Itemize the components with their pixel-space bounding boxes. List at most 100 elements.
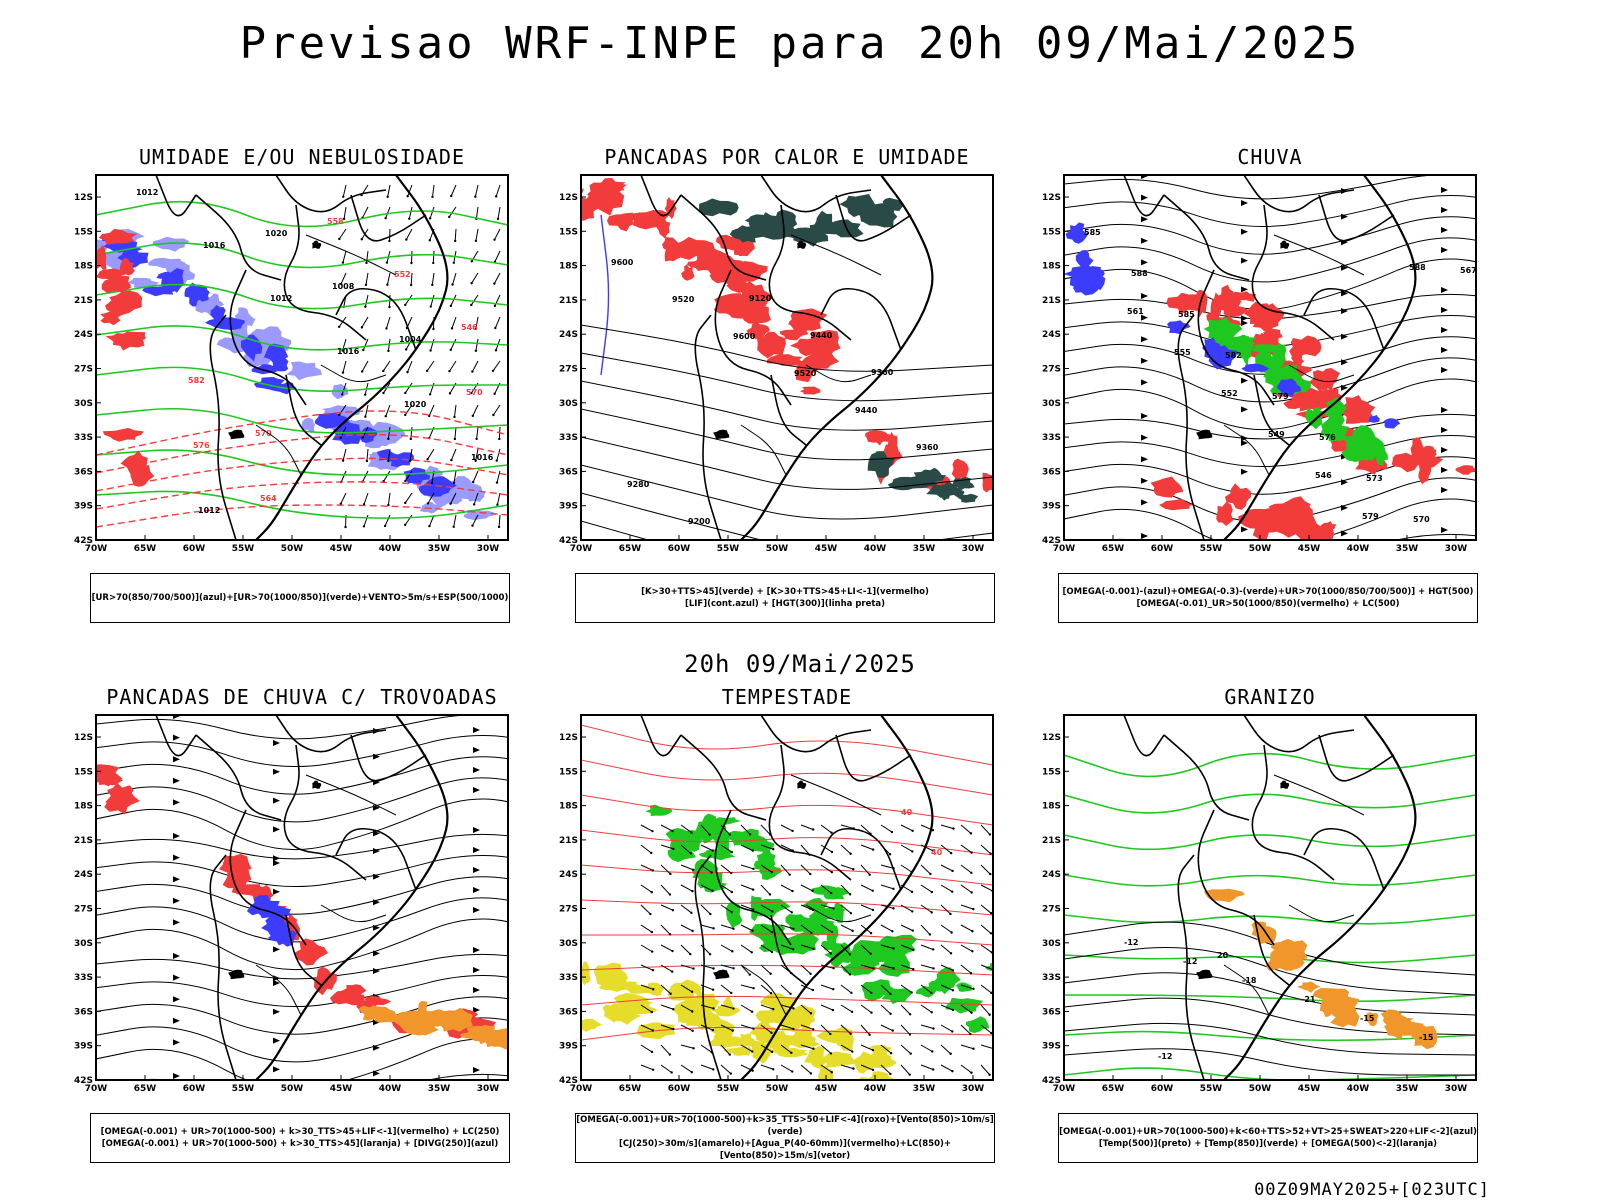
lat-tick-label: 24S [559, 330, 578, 340]
contour-label: 552 [394, 270, 411, 279]
lat-tick-label: 33S [559, 433, 578, 443]
lat-tick-label: 36S [74, 467, 93, 477]
contour-label: 570 [1413, 515, 1430, 524]
panel-legend: [UR>70(850/700/500)](azul)+[UR>70(1000/8… [90, 573, 510, 623]
map-svg: 9600 9520 9600 9520 9440 9360 9280 9200 9120 9440… [559, 174, 994, 554]
lon-tick-label: 40W [379, 544, 402, 554]
page-title: Previsao WRF-INPE para 20h 09/Mai/2025 [239, 18, 1361, 69]
legend-line: [LIF](cont.azul) + [HGT(300)](linha pret… [684, 599, 886, 609]
lat-tick-label: 30S [1042, 939, 1061, 949]
lat-tick-label: 12S [1042, 733, 1061, 743]
contour-label: 1012 [136, 188, 158, 197]
contour-label: 570 [255, 429, 272, 438]
lon-tick-label: 45W [1298, 1084, 1321, 1094]
legend-line: [UR>70(850/700/500)](azul)+[UR>70(1000/8… [91, 593, 509, 603]
lon-tick-label: 45W [815, 1084, 838, 1094]
lon-tick-label: 40W [864, 1084, 887, 1094]
contour-label: 9120 [749, 294, 772, 303]
lat-tick-label: 42S [74, 1076, 93, 1086]
lat-tick-label: 39S [1042, 1042, 1061, 1052]
lon-tick-label: 35W [428, 544, 451, 554]
lat-tick-label: 27S [74, 365, 93, 375]
legend-line: [OMEGA(-0.001)+UR>70(1000-500)+k>35_TTS>… [576, 1115, 994, 1137]
contour-label: 20 [1217, 951, 1229, 960]
lat-tick-label: 33S [1042, 433, 1061, 443]
lon-tick-label: 30W [477, 1084, 500, 1094]
legend-line: [CJ(250)>30m/s](amarelo)+[Agua_P(40-60mm… [618, 1139, 952, 1161]
contour-label: 567 [1460, 266, 1477, 275]
panel-legend: [OMEGA(-0.001)+UR>70(1000-500)+k<60+TTS>… [1058, 1113, 1478, 1163]
contour-label: 9360 [916, 443, 939, 452]
map-svg: 1012 1016 1012 1016 1020 1016 1012 1020 1008 1004… [74, 174, 509, 554]
lat-tick-label: 21S [559, 296, 578, 306]
panel-legend: [OMEGA(-0.001) + UR>70(1000-500) + k>30_… [90, 1113, 510, 1163]
contour-label: 1016 [337, 347, 360, 356]
lat-tick-label: 18S [559, 262, 578, 272]
contour-label: 9520 [672, 295, 695, 304]
lat-tick-label: 36S [74, 1007, 93, 1017]
contour-label: 579 [1272, 392, 1289, 401]
lon-tick-label: 55W [717, 1084, 740, 1094]
lat-tick-label: 36S [1042, 467, 1061, 477]
legend-line: [OMEGA(-0.001) + UR>70(1000-500) + k>30_… [100, 1127, 500, 1137]
lon-tick-label: 70W [85, 544, 108, 554]
lat-tick-label: 42S [1042, 1076, 1061, 1086]
lon-tick-label: 45W [815, 544, 838, 554]
lat-tick-label: 42S [1042, 536, 1061, 546]
contour-label: 585 [1178, 310, 1195, 319]
contour-label: 9200 [688, 517, 711, 526]
lat-tick-label: 24S [559, 870, 578, 880]
panel-tempestade: TEMPESTADE 40 40 12S 15S 18S 21S 24S 27S 30S 33S 36… [557, 685, 1017, 1165]
contour-label: 573 [1366, 474, 1383, 483]
panel-title: TEMPESTADE [721, 685, 853, 709]
lat-tick-label: 12S [74, 733, 93, 743]
contour-label: 40 [931, 848, 943, 857]
contour-label: -12 [1124, 938, 1138, 947]
lat-tick-label: 15S [1042, 227, 1061, 237]
lon-tick-label: 30W [962, 1084, 985, 1094]
lon-tick-label: 40W [379, 1084, 402, 1094]
lat-tick-label: 27S [559, 365, 578, 375]
lon-tick-label: 55W [232, 1084, 255, 1094]
legend-line: [OMEGA(-0.001)-(azul)+OMEGA(-0.3)-(verde… [1062, 587, 1474, 597]
lon-tick-label: 45W [1298, 544, 1321, 554]
lon-tick-label: 30W [477, 544, 500, 554]
contour-label: 1020 [265, 229, 288, 238]
contour-label: 1012 [198, 506, 220, 515]
panel-pancadas_calor: PANCADAS POR CALOR E UMIDADE 9600 9520 9600… [557, 145, 1017, 625]
panel-map: -12 -12 -18 -21 -15 -15 -12 20 12S 15S 18S 21S 24S 27… [1040, 713, 1500, 1103]
lon-tick-label: 60W [183, 544, 206, 554]
panel-map: 1012 1016 1012 1016 1020 1016 1012 1020 1008 1004… [72, 173, 532, 563]
panel-chuva: CHUVA 585 588 585 582 579 576 573 570 567 561 555 55… [1040, 145, 1500, 625]
lon-tick-label: 65W [1102, 544, 1125, 554]
contour-label: -15 [1419, 1033, 1434, 1042]
lat-tick-label: 39S [559, 1042, 578, 1052]
lat-tick-label: 30S [74, 939, 93, 949]
panel-map: 9600 9520 9600 9520 9440 9360 9280 9200 9120 9440… [557, 173, 1017, 563]
lat-tick-label: 30S [559, 399, 578, 409]
lon-tick-label: 30W [1445, 544, 1468, 554]
contour-label: 1012 [270, 294, 292, 303]
lon-tick-label: 60W [1151, 544, 1174, 554]
contour-label: -18 [1242, 976, 1257, 985]
contour-label: 1016 [471, 453, 494, 462]
lat-tick-label: 15S [1042, 767, 1061, 777]
contour-label: 546 [1315, 471, 1332, 480]
contour-label: 585 [1084, 228, 1101, 237]
lon-tick-label: 60W [183, 1084, 206, 1094]
panel-map: 585 588 585 582 579 576 573 570 567 561 555 552 549 5… [1040, 173, 1500, 563]
lon-tick-label: 40W [1347, 544, 1370, 554]
lon-tick-label: 70W [1053, 544, 1076, 554]
lat-tick-label: 39S [1042, 502, 1061, 512]
lat-tick-label: 18S [559, 802, 578, 812]
lon-tick-label: 65W [134, 544, 157, 554]
lon-tick-label: 60W [668, 544, 691, 554]
contour-label: 1008 [332, 282, 355, 291]
lat-tick-label: 42S [559, 536, 578, 546]
lat-tick-label: 15S [559, 227, 578, 237]
lat-tick-label: 12S [1042, 193, 1061, 203]
lat-tick-label: 30S [1042, 399, 1061, 409]
lat-tick-label: 39S [559, 502, 578, 512]
lon-tick-label: 35W [913, 1084, 936, 1094]
lon-tick-label: 65W [1102, 1084, 1125, 1094]
